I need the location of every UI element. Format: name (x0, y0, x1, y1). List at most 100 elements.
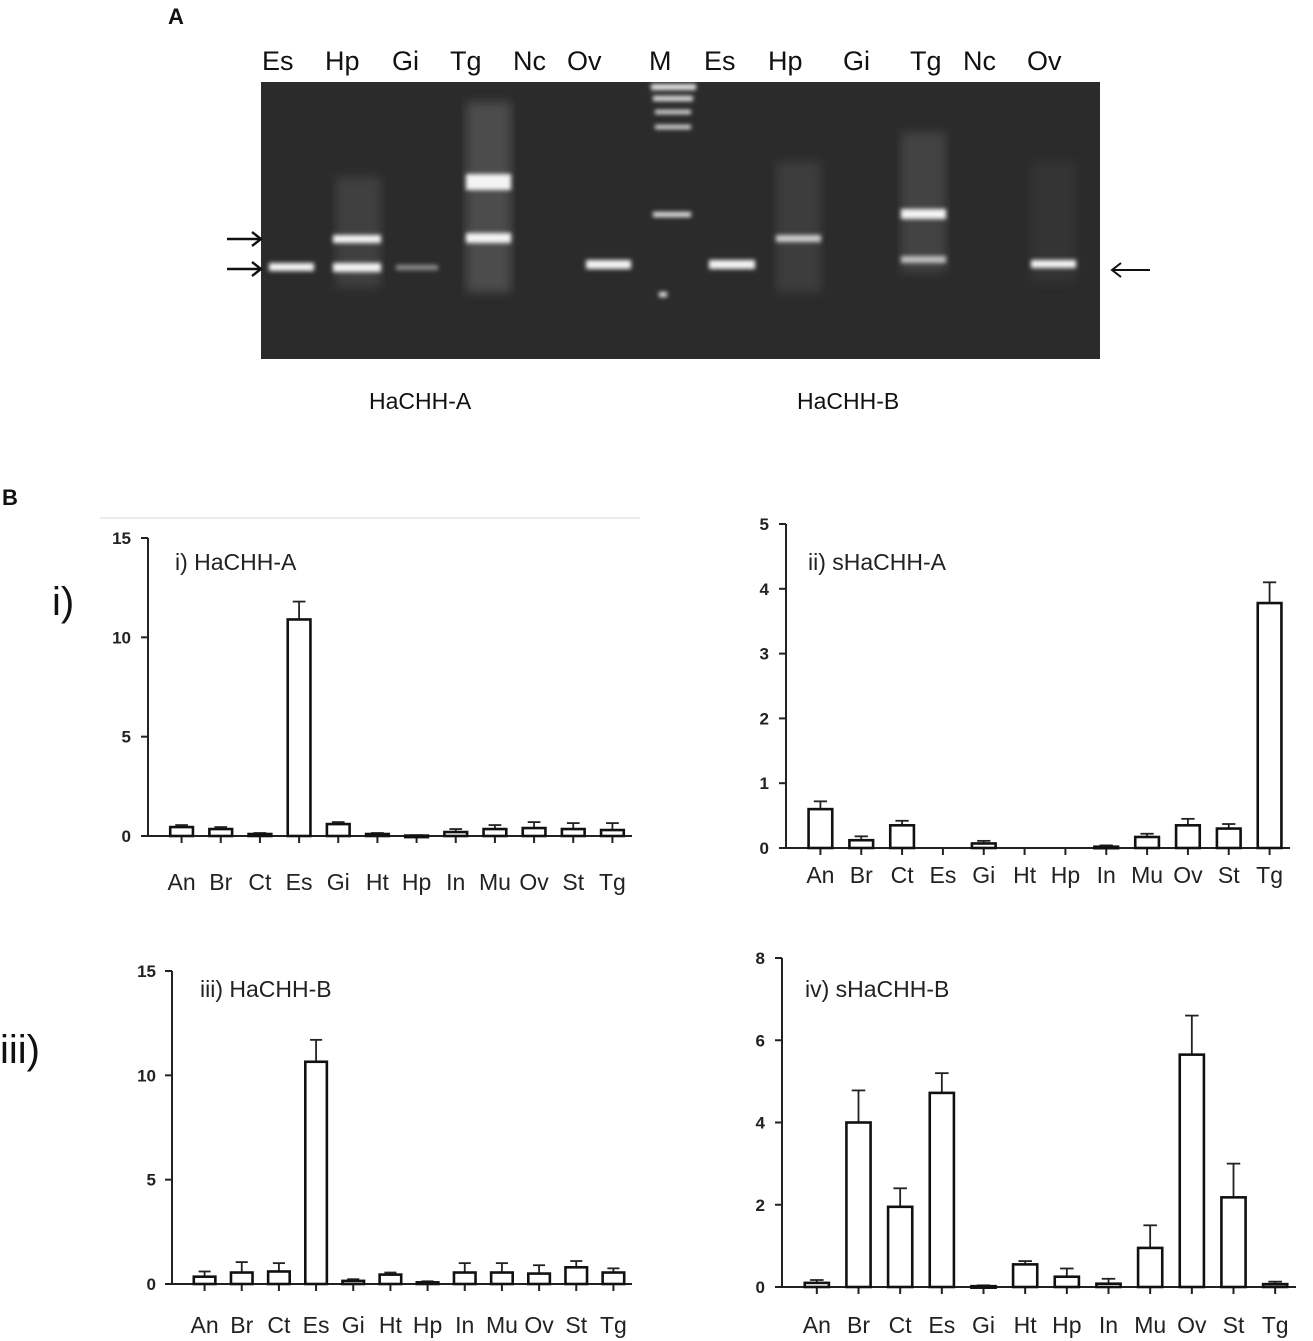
lane-label: Nc (513, 46, 546, 76)
bar (1256, 601, 1283, 850)
panel-b-letter: B (2, 485, 18, 510)
bar (970, 1284, 997, 1289)
y-tick-label: 10 (112, 628, 131, 647)
bar (1178, 1053, 1206, 1289)
y-tick-label: 5 (122, 728, 131, 747)
x-tick-label: Mu (486, 1312, 518, 1338)
x-tick-label: Ov (1177, 1312, 1207, 1338)
gel-bands (269, 174, 1076, 272)
x-tick-label: An (806, 862, 834, 888)
bar (1095, 1282, 1122, 1289)
y-tick-label: 15 (137, 962, 156, 981)
x-tick-label: Gi (327, 869, 350, 895)
bar (304, 1060, 329, 1286)
lane-label: Es (262, 46, 294, 76)
y-tick-label: 2 (756, 1196, 765, 1215)
chart-title: ii) sHaCHH-A (808, 549, 947, 575)
y-tick-label: 15 (112, 529, 131, 548)
x-tick-label: Tg (600, 1312, 627, 1338)
smear-hp-b (776, 162, 821, 292)
bar (601, 1271, 626, 1286)
y-tick-label: 2 (760, 709, 769, 728)
bar (564, 1266, 589, 1286)
lane-label: Gi (843, 46, 870, 76)
bar (1220, 1196, 1247, 1289)
smear-tg-a (466, 102, 511, 292)
chart-title: iii) HaCHH-B (200, 976, 332, 1002)
bar (1053, 1275, 1081, 1289)
x-tick-label: An (191, 1312, 219, 1338)
bar (325, 822, 351, 838)
y-tick-label: 6 (756, 1031, 765, 1050)
bar (452, 1271, 477, 1286)
bar (521, 826, 547, 838)
y-tick-label: 0 (147, 1275, 156, 1294)
x-tick-label: An (803, 1312, 831, 1338)
x-tick-label: Br (230, 1312, 253, 1338)
bar (403, 834, 430, 839)
x-tick-label: Hp (1052, 1312, 1081, 1338)
bar (848, 838, 875, 850)
x-tick-label: In (446, 869, 465, 895)
x-tick-label: Gi (972, 1312, 995, 1338)
x-tick-label: Tg (599, 869, 626, 895)
x-tick-label: Br (847, 1312, 870, 1338)
x-tick-label: Ct (891, 862, 915, 888)
x-tick-label: Br (850, 862, 873, 888)
bar (286, 618, 312, 838)
y-tick-label: 4 (760, 580, 770, 599)
x-tick-label: Ht (379, 1312, 403, 1338)
bar (1133, 835, 1161, 850)
bar (341, 1279, 366, 1286)
y-tick-label: 8 (756, 949, 765, 968)
lane-label: Tg (910, 46, 942, 76)
x-tick-label: Br (209, 869, 232, 895)
row-label-i: i) (52, 580, 75, 624)
chart-title: iv) sHaCHH-B (805, 976, 949, 1002)
x-tick-label: St (565, 1312, 587, 1338)
band-arrows-left (227, 231, 263, 277)
x-tick-label: Mu (1134, 1312, 1166, 1338)
x-tick-label: Ct (248, 869, 272, 895)
x-tick-label: In (1097, 862, 1116, 888)
lane-label: M (649, 46, 672, 76)
bar (208, 827, 234, 838)
x-tick-label: Hp (413, 1312, 442, 1338)
smear-tg-b (901, 132, 946, 272)
bar (266, 1270, 291, 1286)
x-tick-label: Ht (366, 869, 390, 895)
divider-line (100, 517, 640, 519)
x-tick-label: Es (286, 869, 313, 895)
bar (928, 1091, 956, 1289)
y-tick-label: 1 (760, 774, 769, 793)
x-tick-label: St (1223, 1312, 1245, 1338)
bar (364, 832, 391, 838)
band-arrow-right (1110, 262, 1150, 278)
x-tick-label: Gi (342, 1312, 365, 1338)
gel-name-b: HaCHH-B (797, 388, 900, 414)
x-tick-label: Es (303, 1312, 330, 1338)
x-tick-label: Es (928, 1312, 955, 1338)
x-tick-label: St (562, 869, 584, 895)
bar (482, 827, 508, 838)
gel-name-a: HaCHH-A (369, 388, 472, 414)
bar (888, 824, 916, 850)
x-tick-label: Mu (479, 869, 511, 895)
bar (1011, 1263, 1039, 1289)
x-tick-label: Ht (1013, 862, 1037, 888)
bar (168, 825, 195, 838)
bar (229, 1271, 254, 1286)
x-tick-label: Tg (1256, 862, 1283, 888)
y-tick-label: 10 (137, 1066, 156, 1085)
chart-title: i) HaCHH-A (175, 549, 297, 575)
bar (1093, 845, 1120, 850)
bar (378, 1273, 403, 1286)
bar (415, 1281, 440, 1286)
lane-label: Es (704, 46, 736, 76)
y-tick-label: 3 (760, 645, 769, 664)
panel-a-letter: A (168, 4, 184, 29)
bar (886, 1205, 914, 1289)
y-tick-label: 0 (122, 827, 131, 846)
